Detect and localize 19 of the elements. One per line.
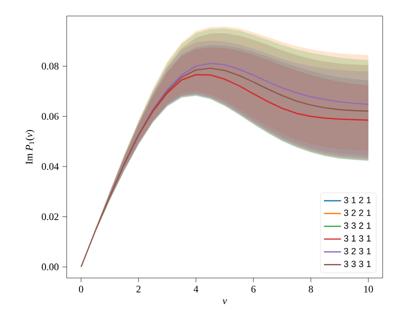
y-tick-label: 0.08 xyxy=(42,62,59,70)
y-tick-label: 0.04 xyxy=(42,163,59,170)
x-axis-title: ν xyxy=(222,299,227,304)
x-tick-label: 4 xyxy=(194,286,198,292)
x-tick-label: 6 xyxy=(251,286,256,292)
y-tick-label: 0.06 xyxy=(42,112,59,120)
y-tick-label: 0.02 xyxy=(42,213,58,220)
legend-label: 3 3 2 1 xyxy=(344,222,371,229)
x-tick-label: 2 xyxy=(136,286,140,292)
y-axis-title: Im P$_{1}$(ν) xyxy=(25,130,35,164)
legend-label: 3 1 2 1 xyxy=(344,196,371,204)
x-tick-label: 10 xyxy=(364,286,373,293)
legend-label: 3 1 3 1 xyxy=(344,235,371,242)
y-tick-label: 0.00 xyxy=(42,264,59,270)
x-tick-label: 8 xyxy=(308,286,314,293)
legend-label: 3 2 2 1 xyxy=(344,210,371,216)
x-tick-label: 0 xyxy=(78,286,84,293)
legend-label: 3 2 3 1 xyxy=(344,248,371,254)
legend-label: 3 3 3 1 xyxy=(344,260,371,268)
